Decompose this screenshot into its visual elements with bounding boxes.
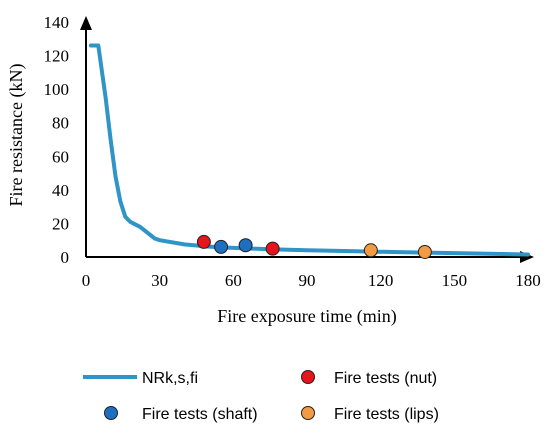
- y-tick-label: 140: [44, 13, 70, 32]
- legend-item-nut: Fire tests (nut): [301, 370, 437, 387]
- x-tick-labels: 0 30 60 90 120 150 180: [82, 271, 541, 290]
- data-point: [417, 244, 432, 259]
- x-axis-title: Fire exposure time (min): [217, 306, 396, 327]
- data-point: [196, 234, 211, 249]
- series-lines: [88, 43, 530, 257]
- y-tick-label: 120: [44, 47, 70, 66]
- data-point: [363, 243, 378, 258]
- y-axis-arrow-icon: [80, 16, 92, 30]
- series-points: [196, 234, 432, 259]
- data-point: [238, 238, 253, 253]
- x-tick-label: 180: [515, 271, 541, 290]
- legend-label: Fire tests (lips): [334, 406, 439, 423]
- legend-label: NRk,s,fi: [142, 370, 198, 387]
- data-point: [265, 241, 280, 256]
- x-tick-label: 120: [368, 271, 394, 290]
- y-tick-labels: 0 20 40 60 80 100 120 140: [44, 13, 70, 267]
- legend-label: Fire tests (shaft): [142, 406, 258, 423]
- plot-area: 0 30 60 90 120 150 180 0 20 40 60 80 100 120 140: [44, 13, 541, 290]
- y-tick-label: 20: [52, 214, 69, 233]
- legend-item-lips: Fire tests (lips): [301, 406, 439, 423]
- x-tick-label: 60: [225, 271, 242, 290]
- y-tick-label: 80: [52, 114, 69, 133]
- y-axis-title: Fire resistance (kN): [6, 64, 27, 207]
- series-line: [88, 43, 530, 257]
- x-tick-label: 150: [442, 271, 468, 290]
- legend-item-nrk: NRk,s,fi: [83, 370, 198, 387]
- y-tick-label: 100: [44, 80, 70, 99]
- legend-item-shaft: Fire tests (shaft): [104, 406, 258, 423]
- x-tick-label: 0: [82, 271, 91, 290]
- y-tick-label: 60: [52, 147, 69, 166]
- legend-marker: [104, 406, 118, 420]
- x-tick-label: 30: [151, 271, 168, 290]
- x-tick-label: 90: [299, 271, 316, 290]
- y-tick-label: 0: [61, 248, 70, 267]
- data-point: [214, 239, 229, 254]
- legend-marker: [301, 406, 315, 420]
- legend-label: Fire tests (nut): [334, 370, 437, 387]
- legend-marker: [301, 370, 315, 384]
- legend: NRk,s,fi Fire tests (nut) Fire tests (sh…: [83, 370, 439, 423]
- y-tick-label: 40: [52, 181, 69, 200]
